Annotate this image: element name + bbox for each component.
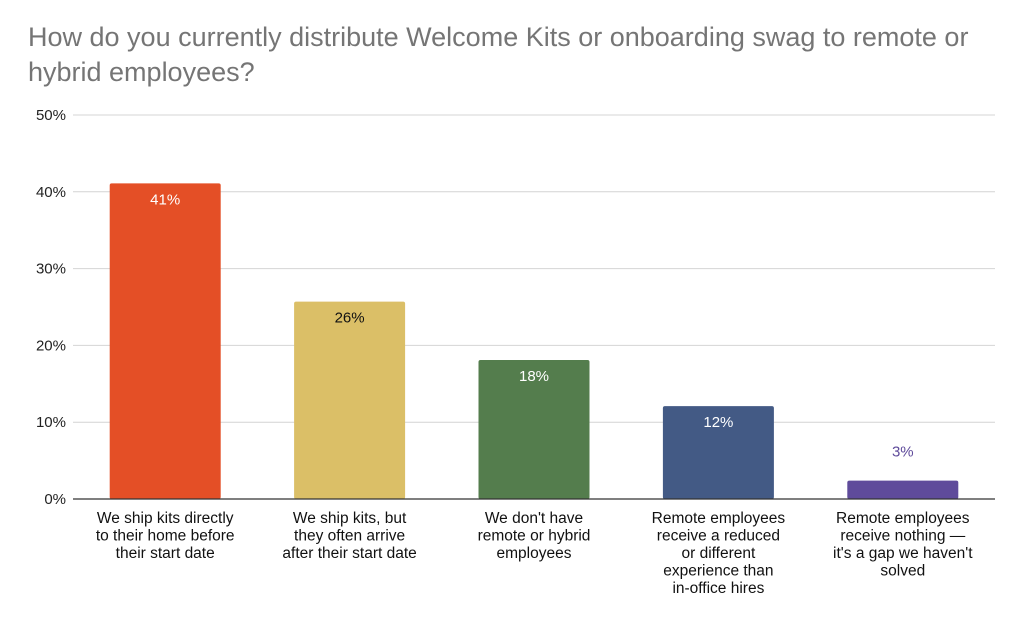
category-label: Remote employees receive nothing — it's a … xyxy=(833,510,973,580)
bar xyxy=(478,359,590,499)
data-label: 41% xyxy=(150,191,180,208)
y-tick-label: 50% xyxy=(36,107,66,124)
data-label: 3% xyxy=(892,444,914,461)
category-label-line: in-office hires xyxy=(672,580,764,597)
category-label-line: Remote employees xyxy=(836,510,970,527)
category-label-line: or different xyxy=(681,545,756,562)
category-label-line: solved xyxy=(880,563,925,580)
category-label: We don't have remote or hybrid employees xyxy=(478,510,591,562)
category-label-line: We ship kits directly xyxy=(97,510,234,527)
bar xyxy=(662,406,774,499)
category-label-line: receive a reduced xyxy=(657,528,780,545)
bar xyxy=(109,183,221,500)
y-tick-label: 30% xyxy=(36,261,66,278)
category-label-line: receive nothing — xyxy=(840,528,965,545)
data-label: 12% xyxy=(703,414,733,431)
category-label-line: We don't have xyxy=(485,510,583,527)
data-label: 18% xyxy=(519,368,549,385)
category-label-line: We ship kits, but xyxy=(293,510,407,527)
y-tick-label: 0% xyxy=(44,491,66,508)
category-label-line: remote or hybrid xyxy=(478,528,591,545)
category-label: We ship kits directly to their home befor… xyxy=(96,510,235,562)
category-label-line: Remote employees xyxy=(652,510,786,527)
chart-title: How do you currently distribute Welcome … xyxy=(28,22,969,87)
category-label-line: employees xyxy=(497,545,572,562)
data-label: 26% xyxy=(335,310,365,327)
category-label-line: it's a gap we haven't xyxy=(833,545,973,562)
category-label-line: experience than xyxy=(663,563,773,580)
category-label-line: their start date xyxy=(116,545,215,562)
category-label-line: they often arrive xyxy=(294,528,405,545)
y-tick-label: 40% xyxy=(36,184,66,201)
bar xyxy=(847,480,959,499)
bar xyxy=(294,301,406,499)
y-tick-label: 10% xyxy=(36,414,66,431)
category-label: We ship kits, but they often arrive after … xyxy=(282,510,416,562)
category-label-line: to their home before xyxy=(96,528,235,545)
category-label-line: after their start date xyxy=(282,545,416,562)
category-label: Remote employees receive a reduced or diff… xyxy=(652,510,786,597)
y-tick-label: 20% xyxy=(36,337,66,354)
